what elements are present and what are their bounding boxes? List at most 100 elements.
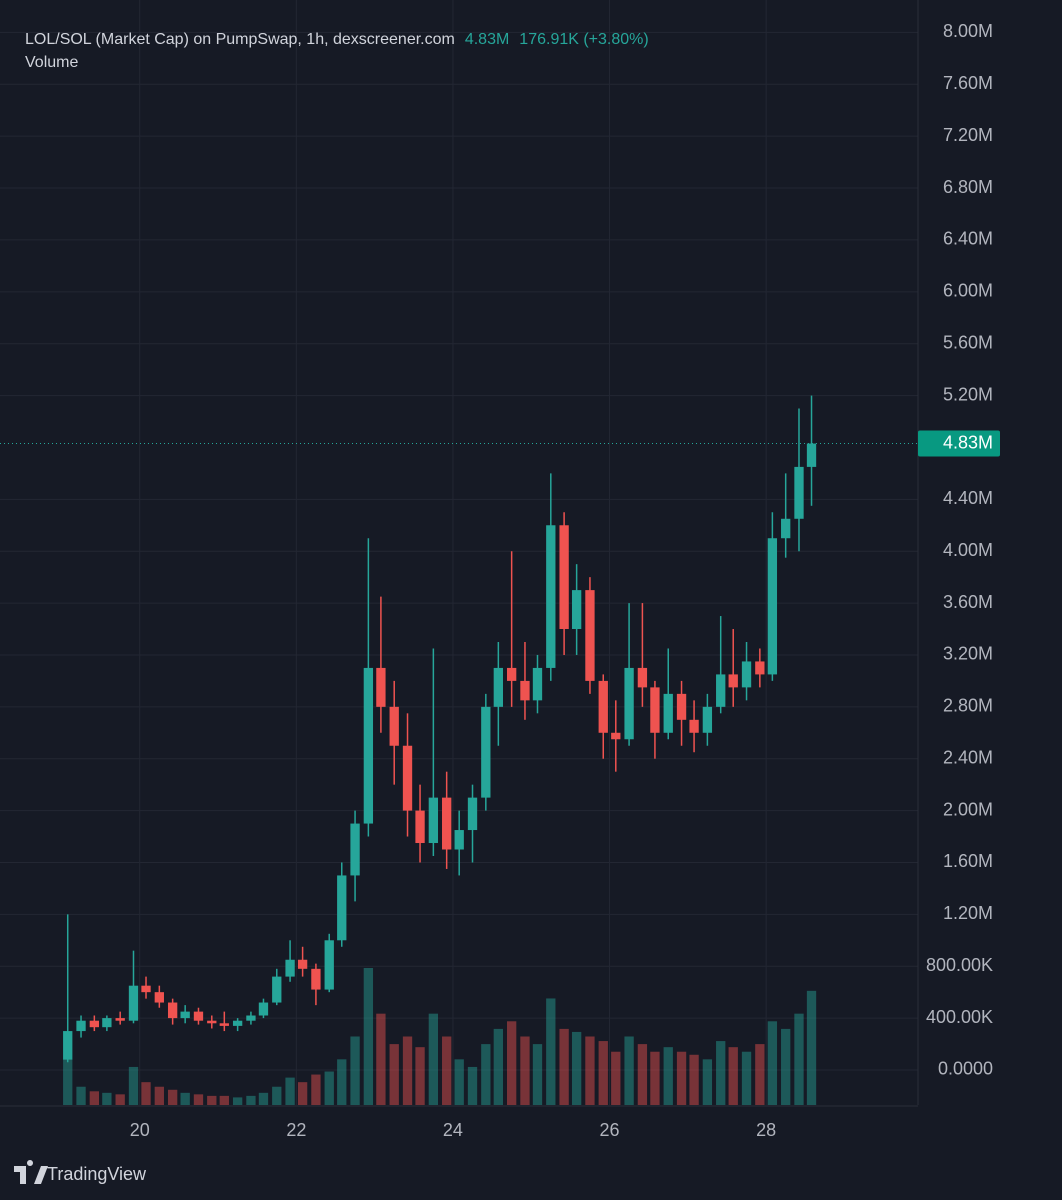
volume-bar	[76, 1086, 86, 1105]
candle-body	[702, 706, 713, 733]
candle-body	[232, 1020, 243, 1026]
candle-body	[376, 667, 386, 707]
candle-body	[794, 466, 804, 519]
volume-bar	[246, 1095, 256, 1105]
candle-body	[89, 1020, 100, 1028]
candle-body	[585, 590, 595, 681]
candle-body	[272, 976, 282, 1003]
volume-bar	[702, 1059, 713, 1105]
volume-bar	[767, 1021, 778, 1105]
last-price-label: 4.83M	[943, 432, 993, 452]
volume-bar	[89, 1091, 100, 1105]
chart-header: LOL/SOL (Market Cap) on PumpSwap, 1h, de…	[25, 31, 649, 48]
y-tick-label: 6.40M	[943, 229, 993, 249]
candle-body	[546, 525, 556, 668]
x-tick-label: 28	[756, 1120, 776, 1140]
volume-bar	[311, 1074, 321, 1105]
y-tick-label: 4.40M	[943, 488, 993, 508]
x-tick-label: 26	[600, 1120, 620, 1140]
x-tick-label: 20	[130, 1120, 150, 1140]
volume-bar	[337, 1059, 347, 1105]
candle-body	[193, 1011, 204, 1021]
y-tick-label: 1.20M	[943, 903, 993, 923]
volume-bar	[481, 1044, 491, 1105]
candle-body	[611, 732, 621, 740]
candle-body	[598, 680, 608, 733]
candle-body	[716, 674, 726, 707]
candle-body	[532, 667, 543, 701]
candle-body	[428, 797, 439, 844]
volume-bar	[415, 1047, 425, 1105]
candle-body	[767, 538, 778, 675]
volume-bar	[611, 1051, 621, 1105]
volume-bar	[115, 1094, 125, 1105]
volume-bar	[467, 1066, 478, 1105]
y-tick-label: 3.20M	[943, 644, 993, 664]
candle-body	[454, 830, 464, 850]
candle-body	[806, 443, 817, 467]
candle-body	[337, 875, 347, 941]
candle-body	[285, 959, 295, 977]
volume-bar	[728, 1047, 738, 1105]
candle-body	[219, 1023, 229, 1026]
candle-body	[676, 693, 687, 720]
volume-bar	[637, 1044, 648, 1105]
y-tick-label: 8.00M	[943, 21, 993, 41]
y-tick-label: 4.00M	[943, 540, 993, 560]
y-tick-label: 7.60M	[943, 73, 993, 93]
candle-body	[350, 823, 360, 876]
candle-body	[481, 706, 491, 798]
y-tick-label: 5.60M	[943, 332, 993, 352]
volume-bar	[598, 1041, 608, 1105]
plot	[0, 0, 919, 1107]
volume-bar	[193, 1094, 204, 1105]
candle-body	[755, 661, 765, 675]
candle-body	[102, 1018, 112, 1028]
volume-bar	[794, 1013, 804, 1105]
candle-body	[663, 693, 673, 733]
volume-bar	[454, 1059, 464, 1105]
volume-bar	[506, 1021, 517, 1105]
candle-body	[297, 959, 308, 969]
volume-bar	[532, 1044, 543, 1105]
volume-bar	[232, 1097, 243, 1105]
candle-body	[389, 706, 399, 746]
volume-bar	[663, 1047, 673, 1105]
volume-bar	[350, 1036, 360, 1105]
y-tick-label: 2.80M	[943, 696, 993, 716]
candle-body	[207, 1020, 217, 1024]
y-tick-label: 0.0000	[938, 1059, 993, 1079]
y-tick-label: 6.00M	[943, 281, 993, 301]
x-tick-label: 22	[286, 1120, 306, 1140]
volume-bar	[258, 1092, 269, 1105]
volume-bar	[363, 968, 374, 1105]
volume-bar	[546, 998, 556, 1105]
volume-bar	[180, 1092, 190, 1105]
candle-body	[637, 667, 648, 688]
candle-body	[115, 1018, 125, 1021]
volume-bar	[689, 1054, 699, 1105]
volume-bar	[676, 1051, 687, 1105]
candle-body	[442, 797, 452, 850]
volume-bar	[806, 990, 817, 1105]
volume-bar	[520, 1036, 530, 1105]
candle-body	[781, 518, 791, 539]
volume-bar	[63, 1059, 73, 1105]
y-tick-label: 6.80M	[943, 177, 993, 197]
candle-body	[689, 719, 699, 733]
y-tick-label: 3.60M	[943, 592, 993, 612]
candle-body	[128, 985, 139, 1021]
y-tick-label: 7.20M	[943, 125, 993, 145]
candle-body	[650, 687, 660, 733]
volume-bar	[650, 1051, 660, 1105]
y-tick-label: 800.00K	[926, 955, 993, 975]
y-tick-label: 5.20M	[943, 384, 993, 404]
candle-body	[559, 525, 569, 630]
brand: TradingView	[14, 1160, 147, 1184]
candle-body	[624, 667, 634, 740]
candle-body	[506, 667, 517, 681]
volume-bar	[376, 1013, 386, 1105]
brand-name: TradingView	[47, 1164, 147, 1184]
y-tick-label: 400.00K	[926, 1007, 993, 1027]
